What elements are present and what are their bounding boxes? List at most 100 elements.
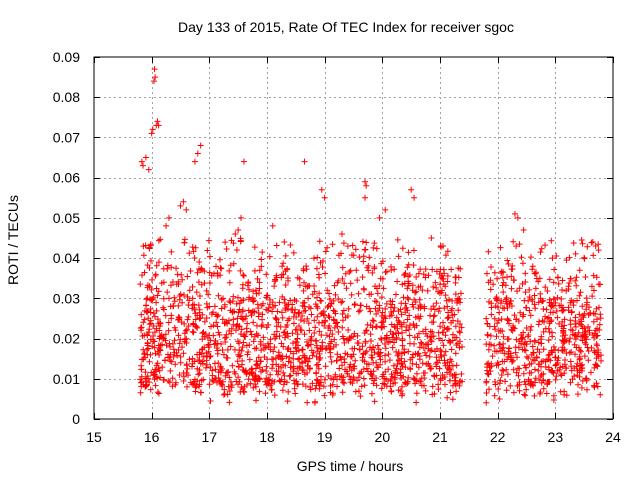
data-point bbox=[394, 352, 401, 359]
data-point bbox=[572, 351, 579, 358]
data-point bbox=[194, 150, 201, 157]
data-point bbox=[313, 353, 320, 360]
data-point bbox=[256, 285, 263, 292]
data-point bbox=[592, 243, 599, 250]
y-tick-label: 0.08 bbox=[53, 89, 80, 105]
data-point bbox=[162, 331, 169, 338]
data-point bbox=[534, 346, 541, 353]
data-point bbox=[558, 295, 565, 302]
data-point bbox=[416, 356, 423, 363]
data-point bbox=[449, 337, 456, 344]
data-point bbox=[226, 298, 233, 305]
data-point bbox=[192, 310, 199, 317]
data-point bbox=[184, 383, 191, 390]
data-point bbox=[243, 328, 250, 335]
data-point bbox=[573, 282, 580, 289]
data-point bbox=[435, 288, 442, 295]
data-point bbox=[528, 323, 535, 330]
data-point bbox=[206, 279, 213, 286]
data-points bbox=[137, 66, 605, 406]
data-point bbox=[303, 266, 310, 273]
data-point bbox=[443, 297, 450, 304]
data-point bbox=[572, 336, 579, 343]
data-point bbox=[310, 255, 317, 262]
data-point bbox=[226, 267, 233, 274]
data-point bbox=[312, 324, 319, 331]
data-point bbox=[257, 338, 264, 345]
data-point bbox=[583, 375, 590, 382]
data-point bbox=[144, 295, 151, 302]
data-point bbox=[419, 328, 426, 335]
data-point bbox=[245, 376, 252, 383]
data-point bbox=[273, 315, 280, 322]
data-point bbox=[404, 307, 411, 314]
data-point bbox=[156, 319, 163, 326]
data-point bbox=[513, 316, 520, 323]
data-point bbox=[345, 305, 352, 312]
data-point bbox=[331, 308, 338, 315]
data-point bbox=[196, 306, 203, 313]
data-point bbox=[152, 74, 159, 81]
data-point bbox=[339, 362, 346, 369]
data-point bbox=[218, 305, 225, 312]
data-point bbox=[366, 254, 373, 261]
data-point bbox=[550, 309, 557, 316]
data-point bbox=[199, 266, 206, 273]
data-point bbox=[174, 352, 181, 359]
data-point bbox=[289, 301, 296, 308]
data-point bbox=[172, 379, 179, 386]
data-point bbox=[240, 272, 247, 279]
data-point bbox=[177, 359, 184, 366]
data-point bbox=[137, 389, 144, 396]
data-point bbox=[210, 332, 217, 339]
data-point bbox=[545, 337, 552, 344]
y-tick-label: 0.05 bbox=[53, 210, 80, 226]
data-point bbox=[582, 274, 589, 281]
data-point bbox=[370, 244, 377, 251]
data-point bbox=[205, 344, 212, 351]
data-point bbox=[137, 376, 144, 383]
data-point bbox=[203, 314, 210, 321]
data-point bbox=[192, 244, 199, 251]
data-point bbox=[244, 351, 251, 358]
data-point bbox=[190, 329, 197, 336]
data-point bbox=[527, 312, 534, 319]
data-point bbox=[299, 312, 306, 319]
data-point bbox=[311, 317, 318, 324]
data-point bbox=[577, 321, 584, 328]
data-point bbox=[567, 358, 574, 365]
data-point bbox=[439, 337, 446, 344]
data-point bbox=[566, 335, 573, 342]
data-point bbox=[369, 372, 376, 379]
data-point bbox=[566, 279, 573, 286]
data-point bbox=[413, 399, 420, 406]
data-point bbox=[378, 260, 385, 267]
data-point bbox=[579, 325, 586, 332]
data-point bbox=[158, 334, 165, 341]
data-point bbox=[492, 381, 499, 388]
data-point bbox=[146, 326, 153, 333]
data-point bbox=[500, 269, 507, 276]
data-point bbox=[435, 308, 442, 315]
data-point bbox=[347, 267, 354, 274]
data-point bbox=[545, 325, 552, 332]
data-point bbox=[444, 359, 451, 366]
data-point bbox=[213, 344, 220, 351]
data-point bbox=[523, 304, 530, 311]
data-point bbox=[351, 345, 358, 352]
data-point bbox=[380, 285, 387, 292]
data-point bbox=[327, 349, 334, 356]
data-point bbox=[357, 393, 364, 400]
data-point bbox=[201, 318, 208, 325]
data-point bbox=[150, 333, 157, 340]
data-point bbox=[561, 370, 568, 377]
data-point bbox=[402, 380, 409, 387]
data-point bbox=[550, 396, 557, 403]
data-point bbox=[270, 348, 277, 355]
data-point bbox=[588, 239, 595, 246]
data-point bbox=[519, 260, 526, 267]
data-point bbox=[274, 371, 281, 378]
data-point bbox=[531, 366, 538, 373]
data-point bbox=[282, 252, 289, 259]
y-tick-label: 0.07 bbox=[53, 129, 80, 145]
